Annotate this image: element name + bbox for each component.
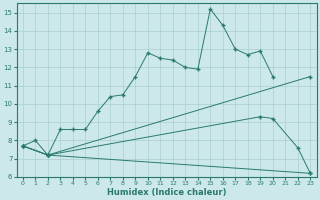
X-axis label: Humidex (Indice chaleur): Humidex (Indice chaleur) <box>107 188 226 197</box>
